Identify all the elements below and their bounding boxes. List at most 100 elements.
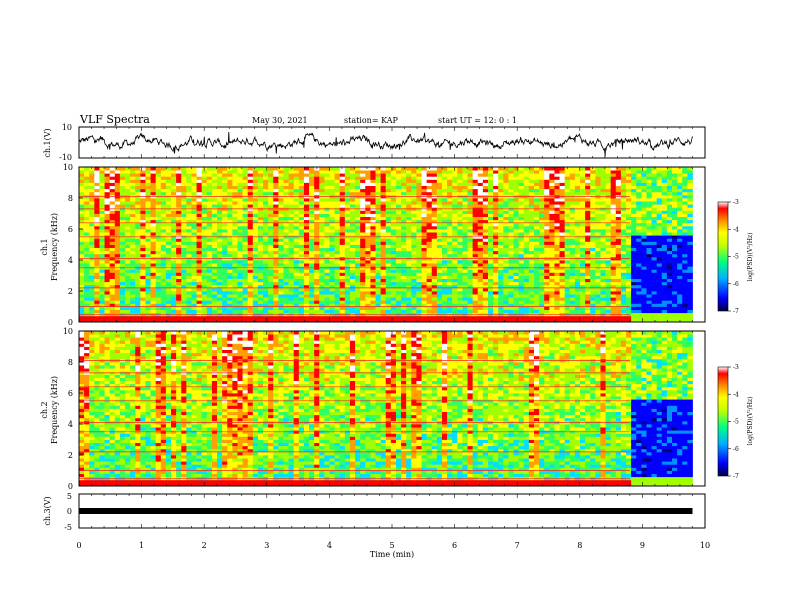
spectrogram-cell [99, 272, 105, 276]
spectrogram-cell [217, 167, 223, 171]
spectrogram-cell [370, 173, 376, 177]
spectrogram-cell [452, 213, 458, 217]
spectrogram-cell [452, 260, 458, 264]
spectrogram-cell [150, 294, 157, 298]
spectrogram-cell [385, 225, 392, 230]
spectrogram-cell [355, 309, 361, 314]
spectrogram-cell [181, 275, 187, 279]
spectrogram-cell [344, 253, 351, 258]
spectrogram-cell [181, 306, 187, 310]
spectrogram-cell [293, 260, 300, 264]
spectrogram-cell [503, 247, 509, 252]
spectrogram-cell [247, 306, 254, 310]
spectrogram-cell [498, 281, 504, 286]
spectrogram-cell [385, 272, 392, 276]
spectrogram-cell [416, 204, 422, 208]
spectrogram-cell [580, 241, 586, 245]
spectrogram-cell [150, 201, 157, 205]
spectrogram-cell [487, 179, 494, 183]
spectrogram-cell [119, 182, 126, 186]
spectrogram-cell [569, 297, 576, 301]
spectrogram-cell [421, 269, 428, 273]
spectrogram-cell [513, 188, 520, 193]
spectrogram-cell [375, 225, 382, 230]
spectrogram-cell [114, 204, 121, 208]
spectrogram-cell [355, 188, 361, 193]
spectrogram-cell [329, 309, 336, 314]
spectrogram-cell [462, 244, 468, 248]
spectrogram-cell [349, 170, 356, 174]
spectrogram-cell [140, 275, 146, 279]
spectrogram-cell [477, 201, 484, 205]
spectrogram-cell [395, 241, 402, 245]
spectrogram-cell [160, 247, 167, 252]
spectrogram-cell [283, 253, 289, 258]
spectrogram-cell [257, 213, 264, 217]
spectrogram-cell [580, 275, 586, 279]
spectrogram-cell [247, 244, 254, 248]
spectrogram-cell [309, 185, 315, 190]
spectrogram-cell [375, 291, 382, 295]
spectrogram-cell [79, 219, 85, 224]
spectrogram-cell [109, 260, 116, 264]
spectrogram-cell [452, 278, 458, 283]
spectrogram-cell [549, 182, 555, 186]
spectrogram-cell [375, 281, 382, 286]
spectrogram-cell [155, 201, 162, 205]
spectrogram-cell [191, 167, 197, 171]
spectrogram-cell [395, 272, 402, 276]
spectrogram-cell [84, 176, 90, 180]
spectrogram-cell [268, 247, 274, 252]
spectrogram-cell [99, 241, 105, 245]
spectrogram-cell [544, 225, 550, 230]
spectrogram-cell [206, 306, 213, 310]
spectrogram-cell [217, 210, 223, 214]
spectrogram-cell [278, 260, 284, 264]
spectrogram-cell [477, 176, 484, 180]
spectrogram-cell [278, 238, 284, 242]
spectrogram-cell [503, 232, 509, 236]
spectrogram-cell [477, 291, 484, 295]
spectrogram-cell [493, 204, 499, 208]
spectrogram-cell [89, 216, 95, 221]
spectrogram-cell [457, 210, 463, 214]
spectrogram-cell [257, 216, 264, 221]
spectrogram-cell [574, 176, 581, 180]
spectrogram-cell [539, 238, 545, 242]
spectrogram-cell [119, 219, 126, 224]
spectrogram-cell [528, 247, 535, 252]
spectrogram-cell [257, 229, 264, 233]
spectrogram-cell [431, 213, 438, 217]
spectrogram-cell [365, 309, 371, 314]
spectrogram-cell [487, 241, 494, 245]
spectrogram-cell [324, 216, 330, 221]
spectrogram-cell [181, 176, 187, 180]
spectrogram-cell [145, 201, 151, 205]
spectrogram-cell [273, 281, 279, 286]
spectrogram-cell [360, 269, 366, 273]
spectrogram-cell [447, 229, 453, 233]
spectrogram-cell [273, 263, 279, 267]
spectrogram-cell [385, 198, 392, 202]
spectrogram-cell [324, 278, 330, 283]
spectrogram-cell [365, 303, 371, 307]
spectrogram-cell [298, 216, 305, 221]
spectrogram-cell [217, 238, 223, 242]
spectrogram-cell [237, 284, 243, 289]
spectrogram-cell [569, 300, 576, 304]
spectrogram-cell [222, 297, 228, 301]
spectrogram-cell [119, 191, 126, 196]
spectrogram-cell [160, 306, 167, 310]
spectrogram-cell [498, 185, 504, 190]
spectrogram-cell [155, 179, 162, 183]
spectrogram-cell [314, 185, 320, 190]
spectrogram-cell [196, 210, 203, 214]
spectrogram-cell [528, 250, 535, 255]
spectrogram-cell [237, 188, 243, 193]
spectrogram-cell [109, 216, 116, 221]
spectrogram-cell [140, 167, 146, 171]
spectrogram-cell [426, 300, 433, 304]
spectrogram-cell [232, 185, 238, 190]
spectrogram-cell [211, 216, 218, 221]
spectrogram-cell [140, 179, 146, 183]
